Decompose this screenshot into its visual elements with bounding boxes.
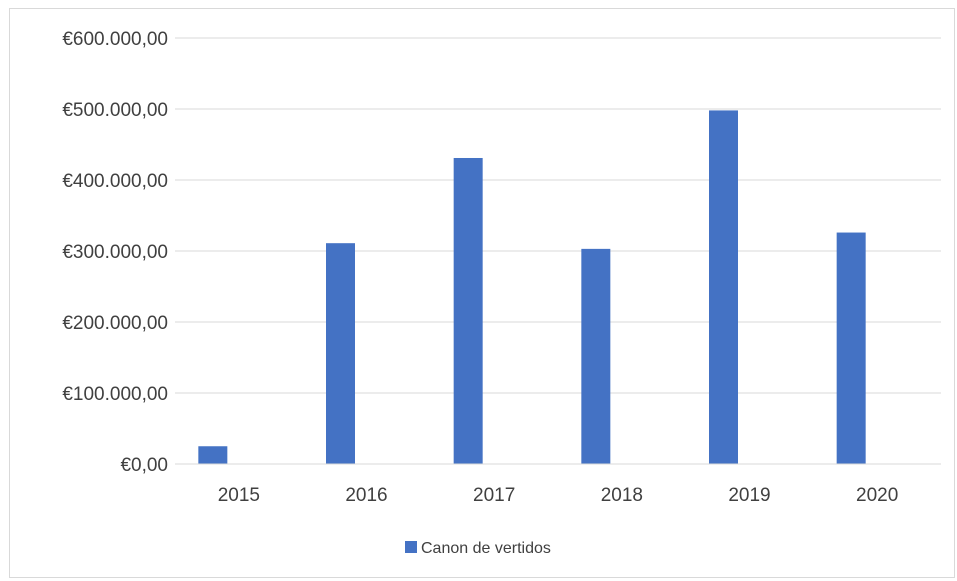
- y-tick-label: €0,00: [120, 455, 168, 476]
- bar-2018: [581, 248, 611, 464]
- y-tick-label: €600.000,00: [62, 29, 168, 50]
- y-tick-label: €100.000,00: [62, 384, 168, 405]
- gridlines: [175, 37, 941, 394]
- bar-2016: [326, 243, 355, 464]
- y-tick-label: €400.000,00: [62, 171, 168, 192]
- x-tick-label: 2020: [856, 485, 898, 506]
- x-tick-label: 2018: [601, 485, 643, 506]
- bar-2020: [836, 232, 866, 464]
- bar-2019: [709, 110, 738, 465]
- bars: [198, 110, 866, 465]
- x-axis-tick-labels: 2015 2016 2017 2018 2019 2020: [218, 485, 899, 506]
- y-tick-label: €200.000,00: [62, 313, 168, 334]
- y-tick-label: €500.000,00: [62, 100, 168, 121]
- bar-2017: [453, 157, 483, 465]
- legend-label: Canon de vertidos: [421, 540, 551, 557]
- legend-swatch: [405, 541, 417, 553]
- x-tick-label: 2019: [728, 485, 770, 506]
- y-axis-tick-labels: €0,00 €100.000,00 €200.000,00 €300.000,00 €4…: [62, 29, 168, 476]
- bar-2015: [198, 446, 228, 464]
- x-tick-label: 2016: [345, 485, 387, 506]
- y-tick-label: €300.000,00: [62, 242, 168, 263]
- legend: Canon de vertidos: [405, 540, 551, 557]
- x-tick-label: 2015: [218, 485, 260, 506]
- x-tick-label: 2017: [473, 485, 515, 506]
